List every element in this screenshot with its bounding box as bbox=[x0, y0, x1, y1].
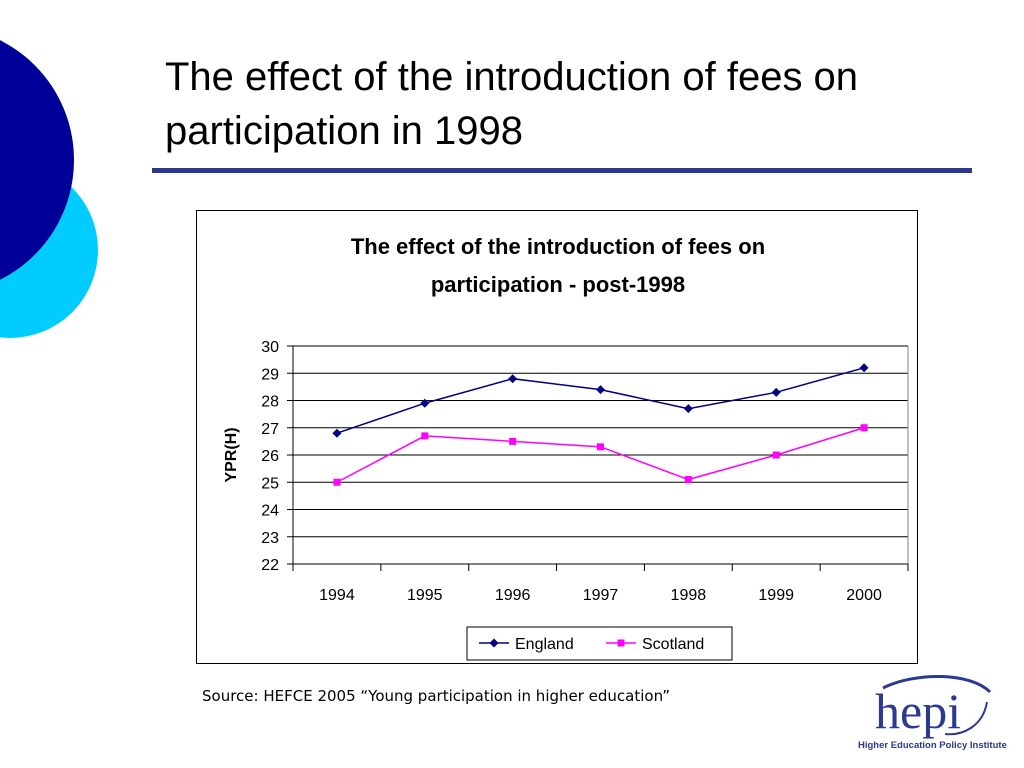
title-underline bbox=[152, 168, 972, 173]
legend-label-scotland: Scotland bbox=[642, 636, 704, 653]
legend-label-england: England bbox=[515, 636, 574, 653]
legend-marker-scotland bbox=[617, 639, 625, 647]
decorative-circles bbox=[0, 40, 98, 338]
y-tick-label: 22 bbox=[261, 557, 279, 574]
x-tick-label: 1999 bbox=[758, 587, 794, 604]
data-point-scotland bbox=[597, 443, 604, 451]
data-point-scotland bbox=[421, 432, 429, 440]
data-point-scotland bbox=[684, 476, 692, 484]
hepi-logo: hepi bbox=[875, 674, 992, 739]
line-chart: The effect of the introduction of fees o… bbox=[223, 234, 909, 661]
x-tick-label: 1996 bbox=[495, 587, 531, 604]
data-point-england bbox=[771, 387, 781, 397]
y-tick-label: 26 bbox=[261, 448, 279, 465]
source-note: Source: HEFCE 2005 “Young participation … bbox=[202, 687, 671, 705]
y-tick-label: 25 bbox=[261, 475, 279, 492]
data-point-scotland bbox=[860, 424, 868, 432]
logo-swoosh bbox=[882, 674, 992, 694]
x-tick-label: 1997 bbox=[583, 587, 619, 604]
legend-marker-england bbox=[489, 638, 499, 648]
slide-title: The effect of the introduction of fees o… bbox=[165, 55, 859, 153]
data-point-england bbox=[596, 385, 605, 395]
data-point-scotland bbox=[772, 451, 780, 459]
data-point-scotland bbox=[333, 478, 341, 486]
x-tick-label: 1998 bbox=[671, 587, 707, 604]
legend-box bbox=[466, 626, 733, 661]
logo-swoosh-lower bbox=[944, 701, 988, 736]
y-tick-label: 27 bbox=[261, 421, 279, 438]
data-point-england bbox=[508, 374, 518, 384]
x-tick-label: 2000 bbox=[846, 587, 882, 604]
x-tick-label: 1995 bbox=[407, 587, 443, 604]
data-point-england bbox=[420, 398, 430, 408]
chart-frame bbox=[196, 210, 918, 664]
logo-caption: Higher Education Policy Institute bbox=[858, 740, 1007, 751]
chart-title-line-1: The effect of the introduction of fees o… bbox=[351, 234, 765, 259]
data-point-england bbox=[332, 428, 342, 438]
y-tick-label: 28 bbox=[261, 394, 279, 411]
y-tick-label: 24 bbox=[261, 503, 279, 520]
plot-area: 22 23 24 25 26 27 28 29 30 1994 1995 1996 1997 1998 19… bbox=[261, 339, 909, 604]
y-axis-label: YPR(H) bbox=[223, 427, 240, 482]
chart-title-line-2: participation - post-1998 bbox=[431, 272, 685, 297]
dark-blue-circle bbox=[0, 40, 74, 280]
y-tick-label: 30 bbox=[261, 339, 279, 356]
data-point-england bbox=[683, 404, 693, 414]
x-tick-label: 1994 bbox=[319, 587, 355, 604]
legend: England Scotland bbox=[466, 626, 733, 661]
y-tick-label: 29 bbox=[261, 366, 279, 383]
y-tick-label: 23 bbox=[261, 530, 279, 547]
logo-wordmark: hepi bbox=[875, 683, 961, 739]
data-point-england bbox=[859, 363, 869, 373]
data-point-scotland bbox=[509, 437, 517, 445]
